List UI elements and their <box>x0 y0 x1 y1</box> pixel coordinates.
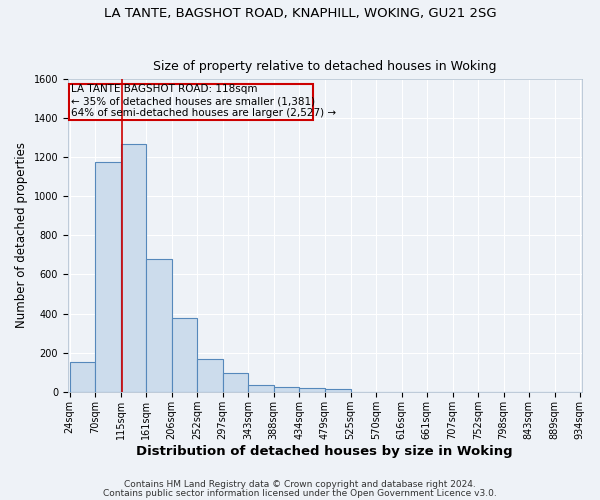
Text: 64% of semi-detached houses are larger (2,527) →: 64% of semi-detached houses are larger (… <box>71 108 337 118</box>
Bar <box>325 389 350 392</box>
Text: ← 35% of detached houses are smaller (1,381): ← 35% of detached houses are smaller (1,… <box>71 96 316 106</box>
Bar <box>274 387 299 392</box>
X-axis label: Distribution of detached houses by size in Woking: Distribution of detached houses by size … <box>136 444 513 458</box>
Bar <box>248 385 274 392</box>
Bar <box>70 362 95 392</box>
Title: Size of property relative to detached houses in Woking: Size of property relative to detached ho… <box>153 60 496 74</box>
Bar <box>223 373 248 392</box>
Text: LA TANTE BAGSHOT ROAD: 118sqm: LA TANTE BAGSHOT ROAD: 118sqm <box>71 84 258 94</box>
Bar <box>121 144 146 392</box>
Text: Contains public sector information licensed under the Open Government Licence v3: Contains public sector information licen… <box>103 488 497 498</box>
Bar <box>95 162 121 392</box>
Text: LA TANTE, BAGSHOT ROAD, KNAPHILL, WOKING, GU21 2SG: LA TANTE, BAGSHOT ROAD, KNAPHILL, WOKING… <box>104 8 496 20</box>
Bar <box>299 388 325 392</box>
Text: Contains HM Land Registry data © Crown copyright and database right 2024.: Contains HM Land Registry data © Crown c… <box>124 480 476 489</box>
Y-axis label: Number of detached properties: Number of detached properties <box>15 142 28 328</box>
Bar <box>197 358 223 392</box>
Bar <box>172 318 197 392</box>
Bar <box>146 259 172 392</box>
